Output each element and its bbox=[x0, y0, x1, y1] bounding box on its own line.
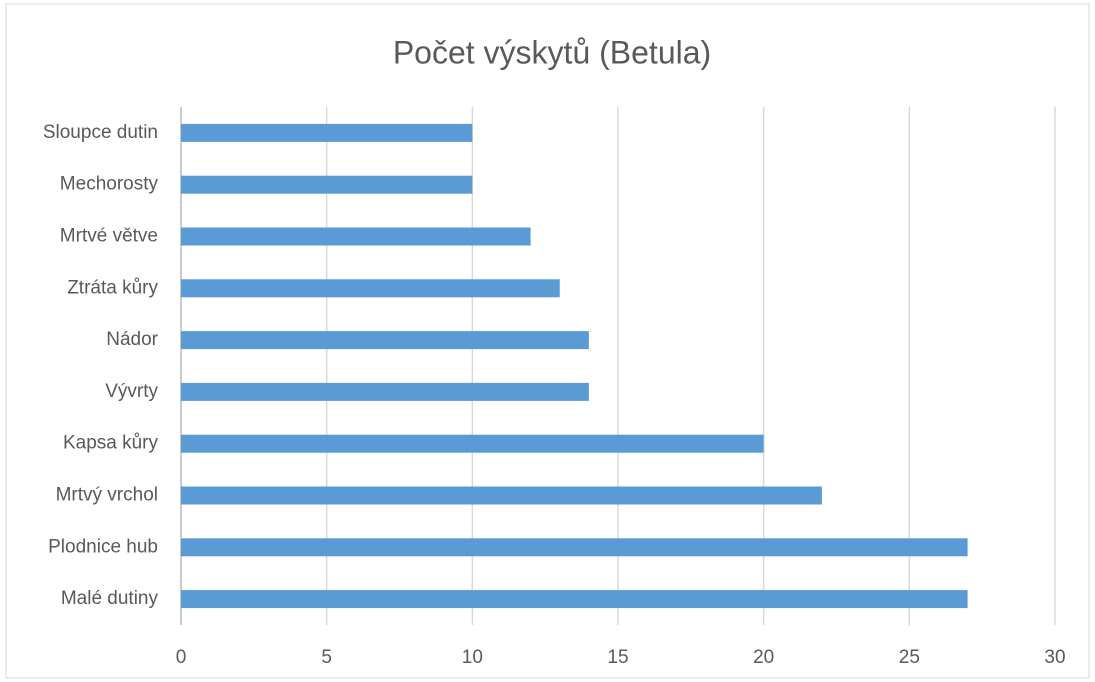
y-tick-label: Malé dutiny bbox=[61, 588, 159, 609]
x-tick-label: 15 bbox=[607, 647, 628, 668]
bar bbox=[181, 227, 531, 246]
x-tick-label: 30 bbox=[1044, 647, 1065, 668]
y-tick-label: Ztráta kůry bbox=[67, 277, 158, 298]
bar bbox=[181, 175, 473, 194]
x-tick-label: 5 bbox=[321, 647, 332, 668]
y-tick-label: Sloupce dutin bbox=[43, 122, 158, 143]
y-tick-label: Vývrty bbox=[105, 381, 158, 402]
chart-title: Počet výskytů (Betula) bbox=[393, 34, 711, 70]
y-tick-label: Mrtvé větve bbox=[60, 226, 158, 247]
x-tick-label: 10 bbox=[462, 647, 483, 668]
bar bbox=[181, 331, 589, 350]
y-tick-label: Mrtvý vrchol bbox=[56, 485, 158, 506]
bar bbox=[181, 123, 473, 142]
x-tick-label: 20 bbox=[753, 647, 774, 668]
bar bbox=[181, 434, 764, 453]
y-tick-label: Mechorosty bbox=[60, 174, 159, 195]
bar bbox=[181, 486, 822, 505]
bar bbox=[181, 382, 589, 401]
bar bbox=[181, 538, 968, 557]
x-tick-label: 0 bbox=[176, 647, 187, 668]
y-tick-label: Nádor bbox=[106, 329, 158, 350]
x-tick-label: 25 bbox=[899, 647, 920, 668]
y-tick-label: Kapsa kůry bbox=[63, 433, 159, 454]
bar bbox=[181, 590, 968, 609]
y-tick-label: Plodnice hub bbox=[48, 536, 158, 557]
bar bbox=[181, 279, 560, 298]
